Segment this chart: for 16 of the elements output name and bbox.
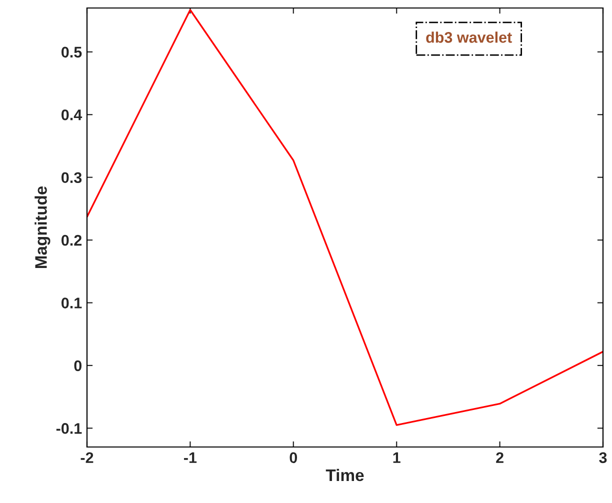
y-tick-label: 0.3 [62,172,82,184]
y-tick-label: -0.1 [56,423,82,434]
y-tick-label: 0.5 [62,46,82,58]
y-tick-label: 0.2 [62,234,82,246]
y-tick-label: 0.1 [62,298,82,308]
x-axis-title: Time [326,468,364,482]
x-tick-label: -2 [80,452,94,463]
annotation: db3 wavelet [426,32,512,43]
x-tick-label: 2 [496,452,504,463]
y-tick-label: 0.4 [62,109,82,120]
x-tick-label: 0 [290,452,298,464]
x-tick-label: 3 [599,452,607,464]
y-axis-title: Magnitude [34,186,50,268]
x-tick-label: -1 [184,452,197,463]
y-tick-label: 0 [74,360,82,372]
x-tick-label: 1 [393,452,400,463]
